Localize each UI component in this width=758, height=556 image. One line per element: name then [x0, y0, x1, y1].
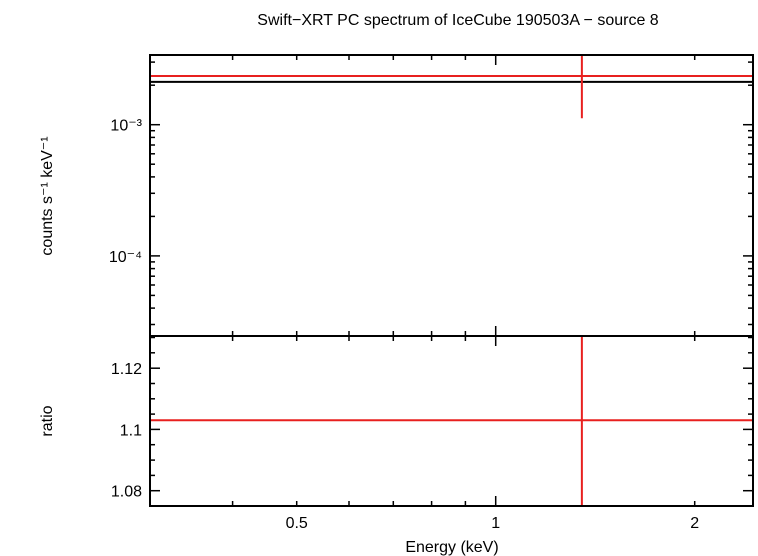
- x-tick-label: 0.5: [286, 515, 308, 532]
- ratio-y-axis-label: ratio: [39, 405, 56, 436]
- ratio-panel-frame: [149, 335, 754, 507]
- x-tick-label: 1: [491, 515, 500, 532]
- spectrum-panel: 10⁻³ 10⁻⁴ counts s⁻¹ keV⁻¹: [39, 54, 754, 337]
- ratio-panel: 1.12 1.1 1.08 0.5 1 2 ratio Energy (keV): [39, 335, 754, 556]
- spectrum-panel-frame: [149, 54, 754, 337]
- ratio-y-tick-label: 1.12: [111, 361, 142, 378]
- spectrum-y-tick-label: 10⁻⁴: [109, 249, 142, 266]
- spectrum-y-axis-label: counts s⁻¹ keV⁻¹: [39, 136, 56, 255]
- ratio-y-tick-label: 1.08: [111, 484, 142, 501]
- chart-title: Swift−XRT PC spectrum of IceCube 190503A…: [257, 12, 659, 29]
- x-tick-label: 2: [690, 515, 699, 532]
- ratio-y-tick-label: 1.1: [120, 422, 142, 439]
- x-axis-label: Energy (keV): [405, 539, 498, 556]
- spectrum-y-tick-label: 10⁻³: [110, 118, 142, 135]
